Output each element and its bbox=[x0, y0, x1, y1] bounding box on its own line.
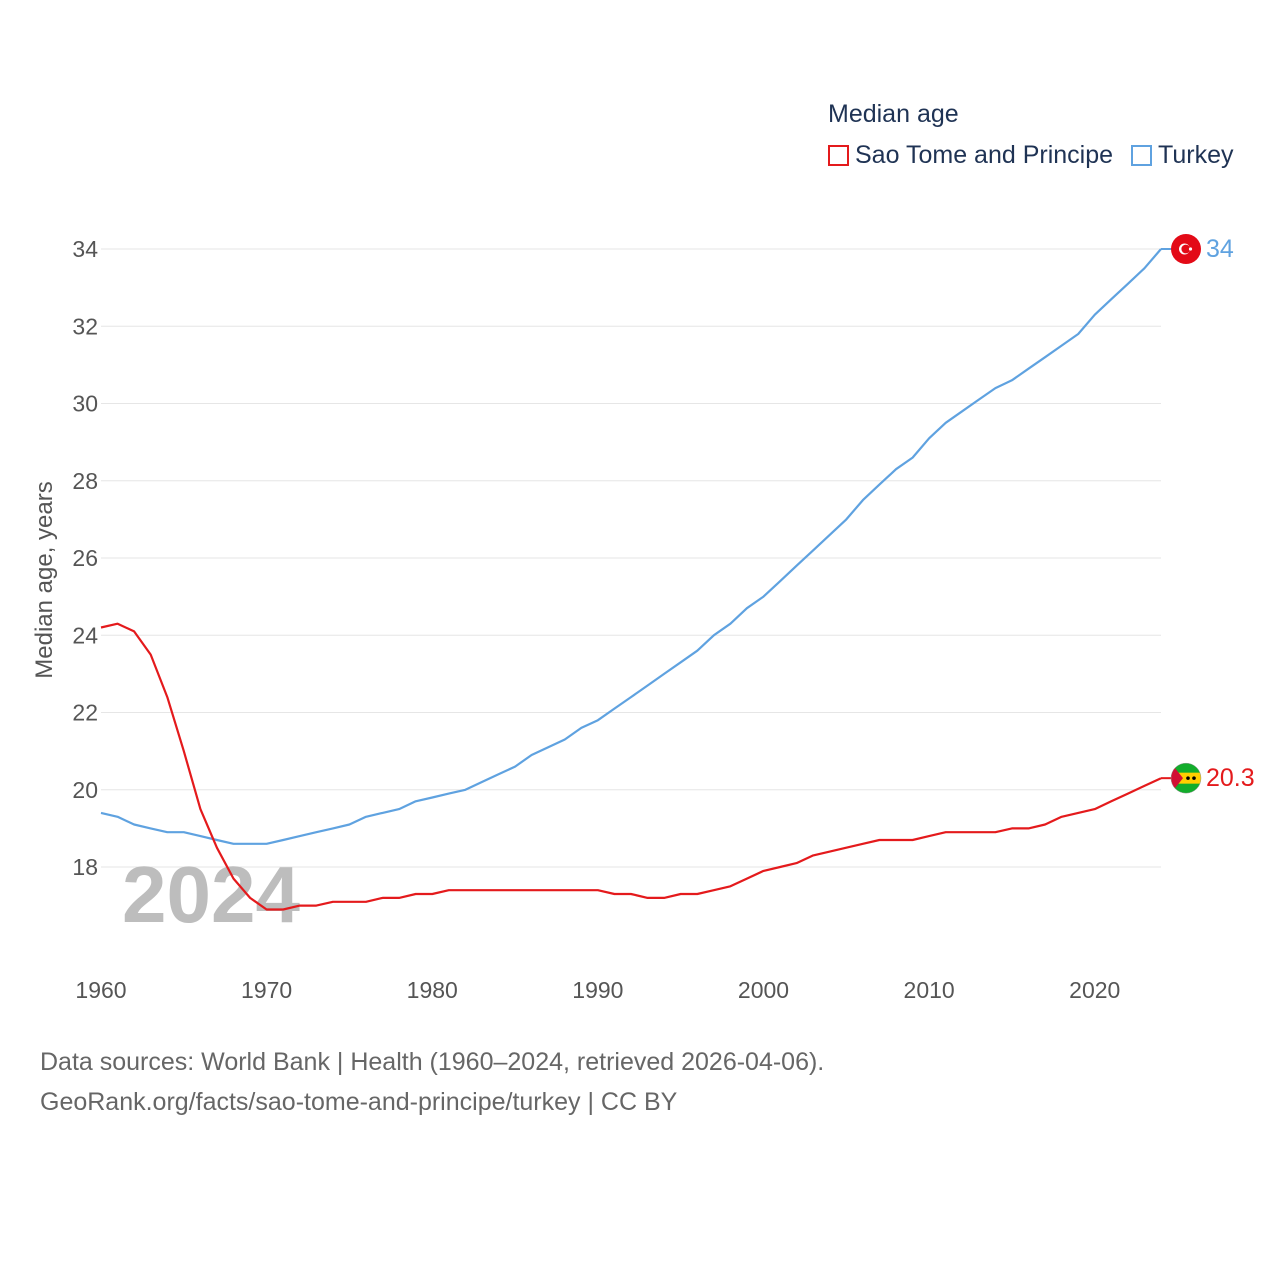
footer-sources: Data sources: World Bank | Health (1960–… bbox=[40, 1048, 825, 1076]
y-tick-label: 34 bbox=[72, 236, 98, 262]
y-tick-label: 18 bbox=[72, 854, 98, 880]
series-line-turkey bbox=[100, 248, 1162, 845]
x-axis-ticks: 1960 1970 1980 1990 2000 2010 2020 bbox=[75, 977, 1120, 1003]
sao-tome-and-principe-flag-icon bbox=[1170, 762, 1202, 794]
legend-swatch-sao-tome bbox=[828, 145, 849, 166]
x-tick-label: 1980 bbox=[407, 977, 458, 1003]
y-tick-label: 26 bbox=[72, 545, 98, 571]
legend-label-turkey: Turkey bbox=[1158, 141, 1234, 169]
end-value-label-turkey: 34 bbox=[1206, 235, 1234, 263]
y-tick-label: 20 bbox=[72, 777, 98, 803]
year-watermark: 2024 bbox=[122, 850, 300, 939]
x-tick-label: 1990 bbox=[572, 977, 623, 1003]
x-tick-label: 1970 bbox=[241, 977, 292, 1003]
x-tick-label: 2010 bbox=[904, 977, 955, 1003]
y-tick-label: 24 bbox=[72, 622, 98, 648]
x-tick-label: 2020 bbox=[1069, 977, 1120, 1003]
x-tick-label: 1960 bbox=[75, 977, 126, 1003]
legend: Median age Sao Tome and Principe Turkey bbox=[828, 100, 1234, 170]
series-line-sao-tome bbox=[100, 622, 1162, 911]
y-axis-ticks: 18 20 22 24 26 28 30 32 34 bbox=[72, 236, 98, 880]
legend-swatch-turkey bbox=[1131, 145, 1153, 166]
end-value-label-sao-tome: 20.3 bbox=[1206, 764, 1255, 792]
footer-link[interactable]: GeoRank.org/facts/sao-tome-and-principe/… bbox=[40, 1088, 678, 1116]
grid-lines bbox=[101, 248, 1161, 868]
y-tick-label: 28 bbox=[72, 468, 98, 494]
series-end-markers: 34 20.3 bbox=[1161, 234, 1255, 794]
y-tick-label: 22 bbox=[72, 700, 98, 726]
x-tick-label: 2000 bbox=[738, 977, 789, 1003]
footer: Data sources: World Bank | Health (1960–… bbox=[40, 1042, 824, 1122]
legend-label-sao-tome: Sao Tome and Principe bbox=[855, 141, 1114, 169]
turkey-flag-icon bbox=[1171, 234, 1201, 264]
y-tick-label: 32 bbox=[72, 313, 98, 339]
legend-item-sao-tome[interactable]: Sao Tome and Principe bbox=[828, 141, 1113, 170]
legend-title: Median age bbox=[828, 100, 959, 128]
y-axis-label: Median age, years bbox=[31, 481, 58, 678]
legend-item-turkey[interactable]: Turkey bbox=[1131, 141, 1234, 170]
series-lines bbox=[100, 248, 1162, 911]
y-tick-label: 30 bbox=[72, 391, 98, 417]
